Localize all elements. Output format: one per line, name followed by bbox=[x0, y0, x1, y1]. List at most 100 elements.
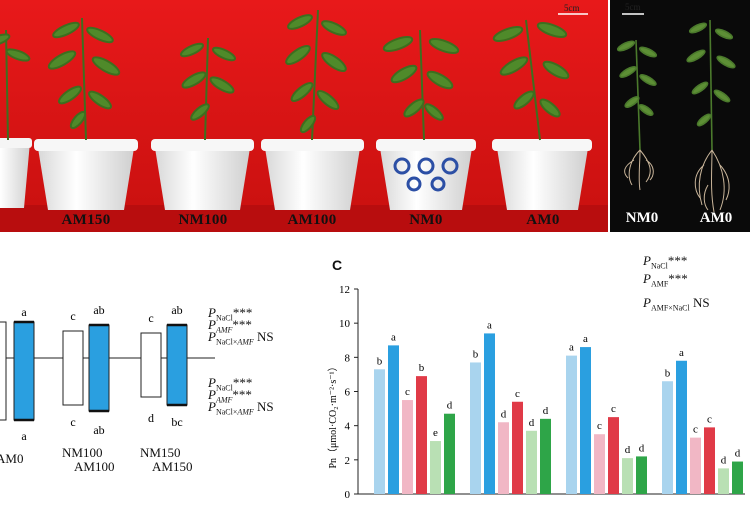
chart-bars bbox=[374, 333, 743, 494]
bar-letter: a bbox=[569, 342, 574, 354]
sig-letter: bc bbox=[171, 415, 182, 429]
bar-letter: d bbox=[501, 408, 507, 420]
pot-rim bbox=[376, 139, 476, 151]
bar-letter: b bbox=[377, 355, 383, 367]
y-tick-label: 0 bbox=[345, 489, 351, 500]
bar bbox=[388, 345, 399, 494]
bar-letter: d bbox=[735, 448, 741, 460]
bar-letter: a bbox=[583, 333, 588, 345]
panel-b-svg: a c ab c ab a c ab d bc bbox=[0, 303, 215, 443]
pot bbox=[155, 148, 250, 210]
seedlings bbox=[0, 9, 570, 141]
pot-rim bbox=[261, 139, 364, 151]
bar bbox=[526, 430, 537, 494]
sig-letter: c bbox=[70, 309, 75, 323]
potted-plants-photo: 5cm bbox=[0, 0, 608, 232]
bar-letter: c bbox=[693, 424, 698, 436]
scale-bar-label: 5cm bbox=[625, 2, 641, 12]
pot-group bbox=[0, 138, 592, 210]
bar-letter: e bbox=[433, 427, 438, 439]
bar bbox=[662, 381, 673, 494]
bar-am150 bbox=[166, 324, 188, 406]
stat-nacl-lower: PNaCl*** bbox=[208, 375, 253, 393]
bar-am0 bbox=[13, 321, 35, 421]
pot bbox=[497, 148, 588, 210]
bar-letter: c bbox=[597, 420, 602, 432]
bar bbox=[718, 468, 729, 494]
y-tick-label: 6 bbox=[345, 387, 351, 399]
y-tick-label: 2 bbox=[345, 455, 351, 467]
scale-bar-label: 5cm bbox=[564, 3, 580, 13]
bar-nm100 bbox=[62, 330, 84, 406]
x-label-am0: AM0 bbox=[0, 451, 24, 466]
panel-letter-c: C bbox=[332, 257, 343, 273]
bar bbox=[676, 360, 687, 494]
stat-nacl-upper: PNaCl*** bbox=[208, 305, 253, 323]
pot-rim bbox=[34, 139, 138, 151]
bar bbox=[580, 347, 591, 494]
stat-amf-upper: PAMF*** bbox=[208, 317, 252, 335]
bar-letter: d bbox=[543, 405, 549, 417]
bar-letter: d bbox=[529, 417, 535, 429]
bar bbox=[608, 417, 619, 494]
bar bbox=[498, 422, 509, 494]
stat-amf-lower: PAMF*** bbox=[208, 387, 252, 405]
bar bbox=[444, 413, 455, 494]
sig-letter: a bbox=[21, 429, 27, 443]
sig-letter: a bbox=[21, 305, 27, 319]
bar-letter: c bbox=[405, 386, 410, 398]
pot-rim bbox=[151, 139, 254, 151]
sig-letter: ab bbox=[93, 423, 104, 437]
pot-label-nm0: NM0 bbox=[409, 212, 443, 228]
x-label-nm100: NM100 bbox=[62, 445, 103, 460]
bar-letter: d bbox=[721, 454, 727, 466]
pot bbox=[265, 148, 360, 210]
pot-blue-pattern bbox=[380, 148, 472, 210]
bar bbox=[690, 437, 701, 494]
panel-b-chart: a c ab c ab a c ab d bc AM0 NM100 AM100 … bbox=[0, 240, 320, 500]
y-tick-label: 4 bbox=[345, 421, 351, 433]
root-label-am0: AM0 bbox=[699, 210, 733, 226]
bar-letter: d bbox=[447, 400, 453, 412]
bar-nm0 bbox=[0, 321, 7, 421]
bar-letter: d bbox=[639, 442, 645, 454]
bar bbox=[374, 369, 385, 494]
bar bbox=[594, 434, 605, 494]
root-systems bbox=[624, 149, 730, 213]
roots-photo: 5cm bbox=[616, 2, 736, 213]
bar bbox=[636, 456, 647, 494]
sig-letter: c bbox=[148, 311, 153, 325]
bar bbox=[484, 333, 495, 494]
pot-rim bbox=[492, 139, 592, 151]
root-label-nm0: NM0 bbox=[625, 210, 659, 226]
bar-letter: d bbox=[625, 444, 631, 456]
bar-letter: a bbox=[679, 347, 684, 359]
bar bbox=[540, 418, 551, 494]
bar bbox=[512, 401, 523, 494]
x-label-am150: AM150 bbox=[152, 459, 193, 474]
pot-label-am100: AM100 bbox=[287, 212, 337, 228]
pot bbox=[38, 148, 134, 210]
bar-letter: c bbox=[611, 403, 616, 415]
sig-letter: c bbox=[70, 415, 75, 429]
y-axis-label: Pn（μmol·CO₂·m⁻²·s⁻¹） bbox=[327, 361, 339, 468]
x-label-am100: AM100 bbox=[74, 459, 115, 474]
stat-interaction-upper: PNaCl×AMF NS bbox=[208, 329, 274, 347]
pot-pattern bbox=[393, 157, 459, 192]
bar-letter: a bbox=[391, 331, 396, 343]
y-tick-label: 8 bbox=[345, 352, 351, 364]
bar bbox=[430, 441, 441, 494]
stat-nacl: PNaCl*** bbox=[643, 253, 688, 271]
bar-letter: c bbox=[515, 388, 520, 400]
bar-letter: b bbox=[665, 367, 671, 379]
bar-letter: b bbox=[473, 348, 479, 360]
stat-amf: PAMF*** bbox=[643, 271, 688, 289]
seedlings-uprooted bbox=[616, 19, 736, 151]
bar-am100 bbox=[88, 324, 110, 412]
stat-interaction-lower: PNaCl×AMF NS bbox=[208, 399, 274, 417]
bar bbox=[732, 461, 743, 494]
pot-label-nm100: NM100 bbox=[178, 212, 228, 228]
y-tick-label: 10 bbox=[339, 318, 351, 330]
bar-letter: c bbox=[707, 413, 712, 425]
